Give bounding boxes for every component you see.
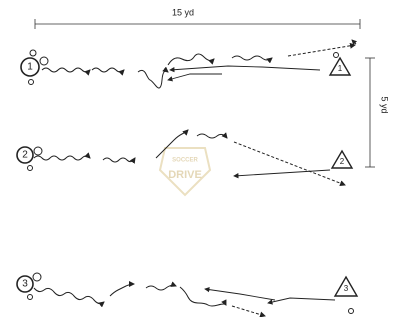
row-3: 3 3 <box>17 273 357 316</box>
row-1: 1 1 <box>21 40 356 88</box>
ball <box>40 57 48 65</box>
watermark: SOCCER DRIVE <box>160 148 210 195</box>
dimension-label: 5 yd <box>380 96 390 113</box>
player-label: 3 <box>22 279 28 290</box>
marker <box>334 53 339 58</box>
ball <box>33 273 41 281</box>
cone-label: 1 <box>338 64 343 73</box>
dimension-horizontal: 15 yd <box>35 7 360 29</box>
marker <box>28 166 33 171</box>
marker <box>30 50 36 56</box>
marker <box>29 80 34 85</box>
watermark-text: DRIVE <box>168 169 202 181</box>
cone-label: 3 <box>344 284 349 293</box>
drill-diagram: 15 yd 5 yd SOCCER DRIVE 1 1 2 <box>0 0 402 317</box>
dimension-label: 15 yd <box>172 7 194 17</box>
marker <box>349 309 354 314</box>
marker <box>28 295 33 300</box>
cone-label: 2 <box>340 157 345 166</box>
watermark-text: SOCCER <box>172 158 198 164</box>
dimension-vertical: 5 yd <box>365 58 390 167</box>
ball <box>34 147 42 155</box>
player-label: 1 <box>27 62 33 73</box>
player-label: 2 <box>22 150 28 161</box>
